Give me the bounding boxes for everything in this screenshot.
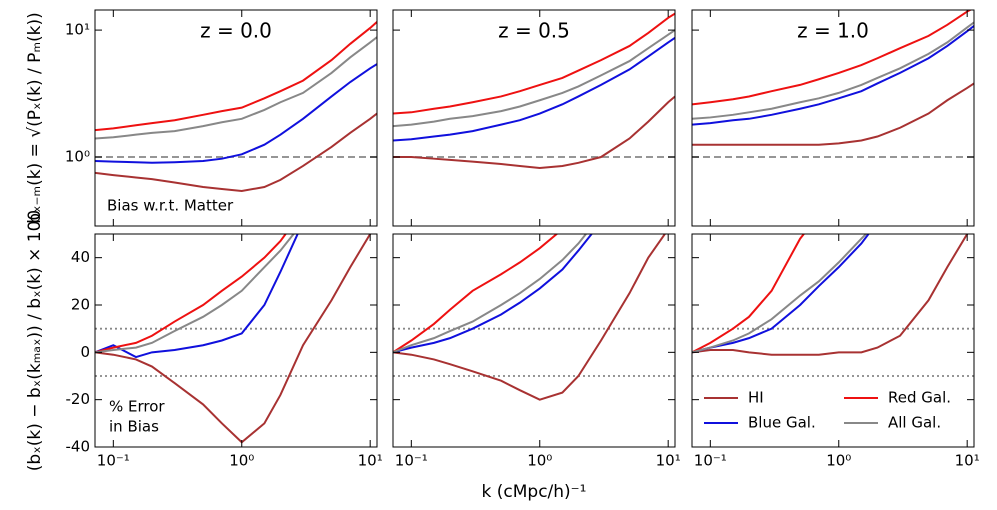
legend-label: Blue Gal.: [748, 414, 816, 432]
annotation: % Error: [109, 398, 165, 416]
x-tick-label: 10¹: [358, 452, 383, 470]
series-line: [692, 234, 969, 356]
y-tick-label: 0: [80, 343, 90, 361]
axes-frame: [94, 233, 378, 448]
y-tick-label: -40: [66, 438, 91, 456]
axes-frame: [691, 233, 975, 448]
axes-frame: [691, 9, 975, 227]
series-line: [95, 63, 377, 164]
axes-frame: [392, 233, 676, 448]
series-line: [692, 10, 973, 106]
legend-label: All Gal.: [888, 414, 941, 432]
series-line: [393, 234, 667, 401]
series-line: [692, 25, 974, 126]
series-group: [95, 234, 372, 444]
x-tick-label: 10⁰: [229, 452, 254, 470]
series-line: [95, 234, 287, 354]
series-group: [692, 10, 974, 146]
series-line: [393, 12, 675, 115]
x-tick-label: 10⁻¹: [395, 452, 428, 470]
y-axis-label: bₓ₋ₘ(k) = √(Pₓ(k) / Pₘ(k)): [25, 12, 45, 224]
x-tick-label: 10⁻¹: [694, 452, 727, 470]
series-group: [393, 12, 675, 169]
series-line: [95, 36, 377, 140]
series-group: [393, 234, 667, 401]
y-tick-label: -20: [66, 390, 91, 408]
x-tick-label: 10⁰: [527, 452, 552, 470]
legend-label: Red Gal.: [888, 389, 951, 407]
legend-label: HI: [748, 389, 764, 407]
series-group: [692, 234, 969, 356]
series-line: [393, 234, 559, 354]
annotation: in Bias: [109, 418, 159, 436]
series-line: [692, 82, 974, 146]
y-tick-label: 40: [71, 248, 90, 266]
series-line: [692, 21, 974, 120]
x-tick-label: 10⁻¹: [97, 452, 130, 470]
series-line: [393, 234, 593, 354]
axes-frame: [94, 9, 378, 227]
series-line: [393, 234, 588, 354]
series-line: [95, 112, 377, 192]
y-tick-label: 10¹: [65, 21, 90, 39]
series-line: [692, 234, 868, 354]
x-tick-label: 10¹: [656, 452, 681, 470]
panel-title: z = 1.0: [797, 19, 869, 43]
series-line: [95, 234, 299, 359]
x-axis-label: k (cMpc/h)⁻¹: [482, 482, 587, 502]
legend: HI Blue Gal. Red Gal. All Gal.: [704, 389, 951, 432]
series-line: [692, 234, 806, 354]
panel-title: z = 0.0: [200, 19, 272, 43]
series-line: [393, 95, 675, 169]
x-tick-label: 10⁰: [826, 452, 851, 470]
series-line: [692, 234, 870, 354]
annotation: Bias w.r.t. Matter: [107, 197, 234, 215]
panel-title: z = 0.5: [498, 19, 570, 43]
y-tick-label: 10⁰: [65, 148, 90, 166]
series-line: [95, 234, 295, 354]
series-line: [393, 36, 675, 142]
series-line: [95, 21, 377, 132]
y-axis-label: (bₓ(k) − bₓ(kₘₐₓ)) / bₓ(k) × 100: [25, 210, 45, 471]
x-tick-label: 10¹: [955, 452, 980, 470]
series-group: [95, 21, 377, 192]
series-line: [393, 29, 675, 128]
y-tick-label: 20: [71, 296, 90, 314]
axes-frame: [392, 9, 676, 227]
